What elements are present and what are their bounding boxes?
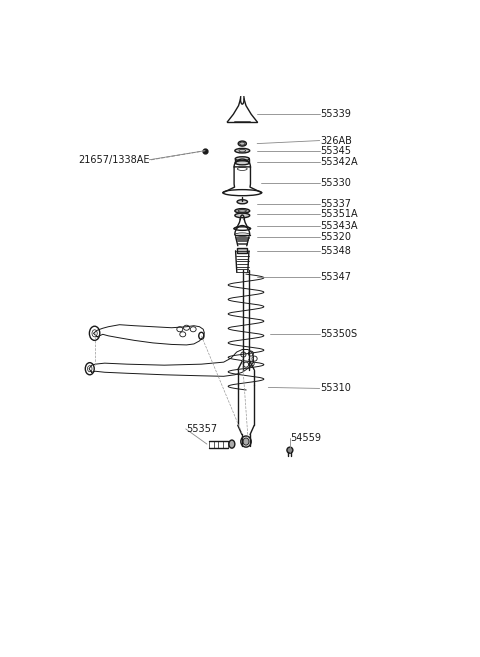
Text: 55310: 55310 xyxy=(321,384,351,394)
Text: 55348: 55348 xyxy=(321,246,351,256)
Text: 55342A: 55342A xyxy=(321,157,358,167)
Text: 55351A: 55351A xyxy=(321,209,358,219)
Text: 55320: 55320 xyxy=(321,232,351,242)
Text: 55337: 55337 xyxy=(321,199,351,210)
Text: 55339: 55339 xyxy=(321,109,351,120)
Ellipse shape xyxy=(243,438,249,445)
Text: 55347: 55347 xyxy=(321,272,351,282)
FancyBboxPatch shape xyxy=(238,248,247,253)
Ellipse shape xyxy=(235,209,250,213)
Ellipse shape xyxy=(229,440,235,448)
Ellipse shape xyxy=(238,141,246,146)
Text: 55330: 55330 xyxy=(321,177,351,187)
Ellipse shape xyxy=(235,157,249,161)
Text: 326AB: 326AB xyxy=(321,135,352,146)
Ellipse shape xyxy=(237,200,248,204)
Ellipse shape xyxy=(287,447,293,453)
Text: 54559: 54559 xyxy=(290,433,322,443)
Text: 55357: 55357 xyxy=(186,424,217,434)
Text: 21657/1338AE: 21657/1338AE xyxy=(79,155,150,165)
Text: 55343A: 55343A xyxy=(321,221,358,231)
Ellipse shape xyxy=(241,436,251,447)
Ellipse shape xyxy=(235,161,249,165)
Text: 55350S: 55350S xyxy=(321,329,358,339)
Text: 55345: 55345 xyxy=(321,146,351,156)
Ellipse shape xyxy=(235,213,250,217)
Ellipse shape xyxy=(235,148,250,153)
